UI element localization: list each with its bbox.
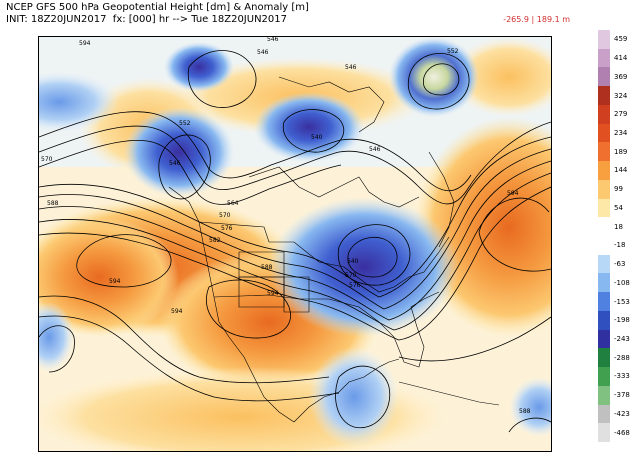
legend-label: 459	[614, 35, 628, 44]
init-line: INIT: 18Z20JUN2017 fx: [000] hr --> Tue …	[6, 14, 288, 25]
anomaly-readout: -265.9 | 189.1 m	[503, 15, 570, 24]
legend-label: -468	[614, 428, 630, 437]
legend-swatch	[598, 30, 610, 50]
legend-label: 369	[614, 72, 628, 81]
legend-label: 234	[614, 129, 628, 137]
contour-label: 546	[169, 160, 181, 167]
great-lakes-trough-anomaly	[269, 197, 459, 337]
contour-label: 540	[347, 258, 359, 265]
legend-swatch	[598, 198, 610, 218]
legend-swatch	[598, 385, 610, 406]
legend-swatch	[598, 423, 610, 443]
legend-label: -198	[614, 316, 630, 325]
gulf-alaska-trough-anomaly	[124, 107, 234, 197]
contour-label: 588	[261, 264, 273, 271]
legend-swatch	[598, 48, 610, 68]
contour-label: 594	[109, 278, 121, 285]
height-contours	[39, 50, 551, 433]
contour-label: 594	[79, 40, 91, 47]
legend-swatch	[598, 142, 610, 162]
contour-label: 546	[257, 49, 269, 56]
contour-label: 546	[369, 146, 381, 153]
legend-label: -378	[614, 391, 630, 400]
legend-swatch	[598, 348, 610, 368]
contour-label: 576	[349, 282, 361, 289]
legend-label: 18	[614, 222, 623, 231]
legend-label: 324	[614, 91, 628, 100]
legend-label: 144	[614, 166, 628, 175]
legend-label: -288	[614, 353, 630, 362]
legend-label: -63	[614, 260, 626, 269]
legend-swatch	[598, 179, 610, 200]
contour-label: 594	[171, 308, 183, 315]
contour-label: 570	[345, 272, 357, 279]
contour-label: 546	[345, 64, 357, 71]
pacific-ridge-anomaly	[39, 217, 179, 337]
legend-swatch	[598, 123, 610, 143]
legend-label: 54	[614, 203, 623, 212]
legend-label: -153	[614, 297, 630, 306]
legend-label: -18	[614, 241, 626, 250]
legend-label: -333	[614, 372, 630, 381]
contour-label: 552	[447, 48, 459, 55]
contour-label: 552	[179, 120, 191, 127]
contour-label: 570	[41, 156, 53, 163]
legend-swatch	[598, 273, 610, 293]
greenland-low-anomaly	[389, 37, 479, 117]
legend-label: 99	[614, 185, 623, 194]
legend-swatch	[598, 292, 610, 312]
contour-label: 582	[209, 237, 221, 244]
legend-swatch	[598, 236, 610, 256]
legend-swatch	[598, 367, 610, 387]
legend-swatch	[598, 161, 610, 181]
map-title: NCEP GFS 500 hPa Geopotential Height [dm…	[6, 2, 309, 13]
legend-label: -423	[614, 409, 630, 418]
gulf-mexico-anomaly	[309, 347, 399, 447]
contour-labels: 546 546 552 546 570 588 564 570 576 582 …	[41, 37, 531, 415]
legend-swatch	[598, 67, 610, 87]
contour-label: 588	[519, 408, 531, 415]
legend-swatch	[598, 86, 610, 106]
contour-label: 594	[507, 190, 519, 197]
contour-label: 588	[47, 200, 59, 207]
legend-swatch	[598, 310, 610, 331]
pacific-west-anomaly	[39, 302, 74, 372]
legend-label: -108	[614, 278, 630, 287]
contour-label: 564	[227, 200, 239, 207]
anomaly-color-legend: 459 414 369 324 279 234 189 144 99 54 18 -18 -63 -108…	[598, 30, 630, 443]
bering-low-anomaly	[164, 42, 234, 92]
legend-label: 414	[614, 54, 628, 63]
map-panel: 546 546 552 546 570 588 564 570 576 582 …	[38, 36, 552, 452]
contour-label: 546	[267, 37, 279, 43]
legend-swatch	[598, 404, 610, 424]
legend-label: -243	[614, 335, 630, 343]
legend-swatch	[598, 329, 610, 349]
contour-label: 594	[267, 290, 279, 297]
contour-label: 576	[221, 225, 233, 232]
political-boundaries	[168, 76, 500, 423]
map-svg: 546 546 552 546 570 588 564 570 576 582 …	[39, 37, 551, 451]
legend-swatch	[598, 254, 610, 274]
legend-swatch	[598, 104, 610, 125]
legend-swatch	[598, 217, 610, 237]
greenland-warm-anomaly	[449, 37, 551, 117]
legend-label: 189	[614, 147, 628, 156]
contour-label: 570	[219, 212, 231, 219]
contour-label: 540	[311, 134, 323, 141]
legend-label: 279	[614, 110, 628, 119]
